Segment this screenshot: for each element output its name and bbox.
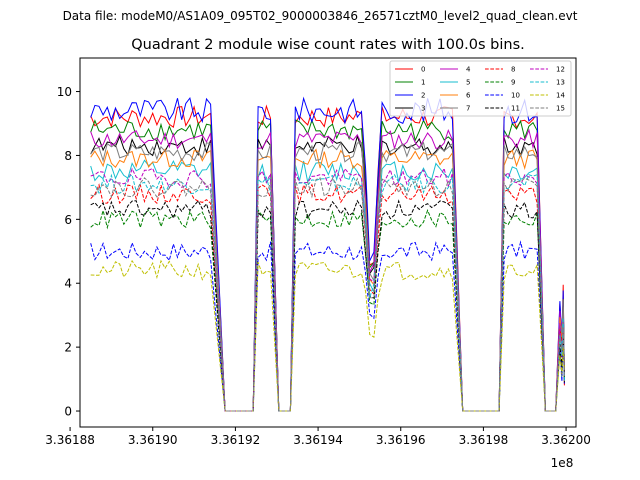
y-tick-label: 6: [64, 213, 72, 227]
series-group: [90, 96, 565, 412]
series-line-0: [90, 104, 565, 412]
data-file-label: Data file: modeM0/AS1A09_095T02_90000038…: [63, 9, 578, 23]
y-tick-label: 10: [57, 85, 72, 99]
series-line-10: [90, 240, 565, 412]
legend-label-12: 12: [556, 66, 565, 74]
y-tick-label: 8: [64, 149, 72, 163]
legend-label-1: 1: [421, 79, 425, 87]
x-tick-label: 3.36192: [211, 433, 261, 447]
y-axis: 0 2 4 6 8 10: [57, 85, 80, 419]
x-tick-label: 3.36200: [541, 433, 591, 447]
y-tick-label: 4: [64, 277, 72, 291]
series-line-6: [90, 148, 565, 412]
chart-title: Quadrant 2 module wise count rates with …: [131, 37, 525, 53]
series-line-8: [90, 183, 565, 412]
x-tick-label: 3.36190: [128, 433, 178, 447]
legend-label-15: 15: [556, 105, 565, 113]
legend-label-8: 8: [511, 66, 515, 74]
y-tick-label: 0: [64, 405, 72, 419]
series-line-11: [90, 199, 565, 412]
legend-label-3: 3: [421, 105, 425, 113]
series-line-15: [90, 176, 565, 412]
x-tick-label: 3.36198: [459, 433, 509, 447]
series-line-14: [90, 259, 565, 412]
legend-label-2: 2: [421, 92, 425, 100]
x-offset-label: 1e8: [551, 456, 574, 470]
legend-label-11: 11: [511, 105, 520, 113]
legend-label-4: 4: [466, 66, 471, 74]
legend-label-9: 9: [511, 79, 515, 87]
legend-label-6: 6: [466, 92, 471, 100]
series-line-2: [90, 96, 565, 412]
legend-label-5: 5: [466, 79, 470, 87]
legend-box: [389, 60, 572, 117]
legend-label-14: 14: [556, 92, 565, 100]
x-axis: 3.36188 3.36190 3.36192 3.36194 3.36196 3.361…: [45, 427, 591, 447]
x-tick-label: 3.36194: [293, 433, 343, 447]
legend-label-13: 13: [556, 79, 565, 87]
series-line-12: [90, 166, 565, 412]
series-line-9: [90, 208, 565, 412]
x-tick-label: 3.36188: [45, 433, 95, 447]
series-line-5: [90, 159, 565, 412]
x-tick-label: 3.36196: [376, 433, 426, 447]
axes-frame: [79, 57, 577, 428]
y-tick-label: 2: [64, 341, 72, 355]
legend-label-7: 7: [466, 105, 470, 113]
legend-label-0: 0: [421, 66, 425, 74]
legend-label-10: 10: [511, 92, 520, 100]
